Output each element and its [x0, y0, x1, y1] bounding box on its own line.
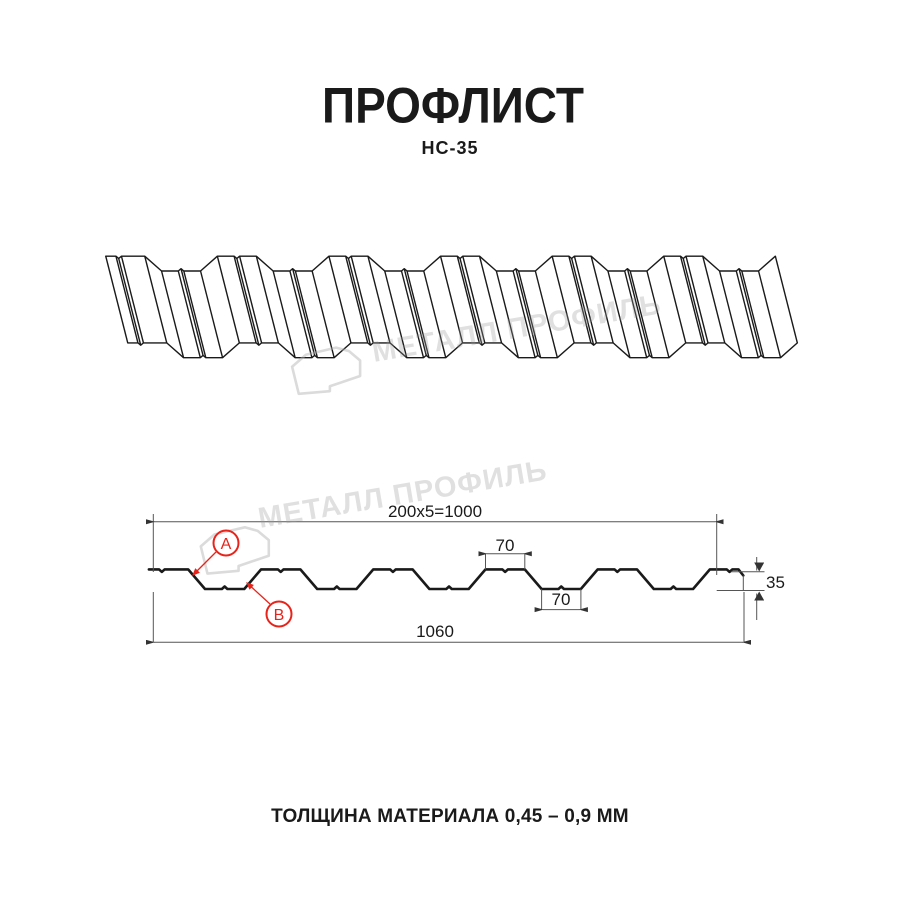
svg-text:A: A: [221, 536, 232, 553]
svg-text:МЕТАЛЛ ПРОФИЛЬ: МЕТАЛЛ ПРОФИЛЬ: [256, 455, 550, 535]
svg-text:70: 70: [496, 536, 515, 555]
svg-text:B: B: [274, 607, 285, 624]
svg-text:1060: 1060: [416, 622, 454, 641]
svg-text:70: 70: [552, 590, 571, 609]
svg-text:35: 35: [766, 573, 785, 592]
